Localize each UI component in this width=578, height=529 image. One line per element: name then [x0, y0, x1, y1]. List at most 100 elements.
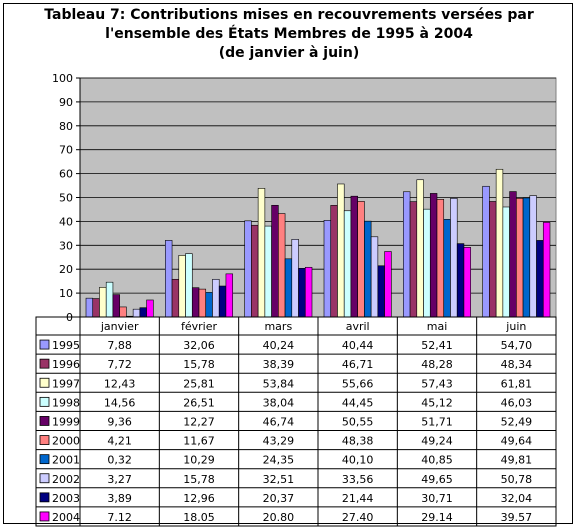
data-label-2004-mars: 20.80 [263, 511, 295, 524]
data-label-1999-mars: 46,74 [263, 415, 295, 428]
legend-swatch-2004 [39, 511, 50, 522]
bar-2003-janvier [139, 307, 147, 318]
legend-label-1999: 1999 [52, 415, 80, 428]
chart-title: Tableau 7: Contributions mises en recouv… [0, 6, 578, 63]
data-label-1999-juin: 52,49 [501, 415, 533, 428]
y-tick-label: 90 [59, 96, 73, 109]
bar-1998-janvier [105, 281, 114, 318]
bar-1997-février [178, 255, 186, 318]
data-label-2002-janvier: 3,27 [107, 473, 132, 486]
legend-label-2003: 2003 [52, 492, 80, 505]
bar-2001-avril [364, 220, 372, 318]
bar-1997-janvier [99, 286, 107, 318]
data-label-2000-juin: 49,64 [501, 435, 533, 448]
legend-label-1995: 1995 [52, 339, 80, 352]
y-tick-label: 20 [59, 263, 73, 276]
bar-1997-mars [257, 188, 266, 318]
bar-1995-mars [244, 220, 252, 318]
legend-label-1997: 1997 [52, 377, 80, 390]
bar-2004-février [225, 273, 233, 318]
legend-label-2002: 2002 [52, 473, 80, 486]
bar-2002-janvier [132, 308, 141, 318]
legend-swatch-2002 [39, 473, 50, 484]
data-label-1997-février: 25,81 [183, 377, 215, 390]
data-label-1995-mars: 40,24 [263, 339, 295, 352]
legend-swatch-1995 [39, 339, 50, 350]
data-label-1996-mars: 38,39 [263, 358, 295, 371]
y-tick-label: 100 [52, 72, 73, 85]
chart-title-line-2: l'ensemble des États Membres de 1995 à 2… [105, 26, 473, 42]
data-label-1996-mai: 48,28 [421, 358, 453, 371]
bar-2002-mars [291, 239, 299, 318]
bar-2001-mars [284, 258, 293, 318]
data-label-2004-juin: 39.57 [501, 511, 533, 524]
data-label-2001-mars: 24,35 [263, 454, 295, 467]
legend-swatch-1999 [39, 416, 50, 426]
data-label-2004-février: 18.05 [183, 511, 215, 524]
data-label-1999-février: 12,27 [183, 415, 215, 428]
data-label-2003-juin: 32,04 [501, 492, 533, 505]
data-label-2003-février: 12,96 [183, 492, 215, 505]
data-label-1996-avril: 46,71 [342, 358, 374, 371]
chart-title-line-3: (de janvier à juin) [218, 45, 360, 61]
data-label-1998-juin: 46,03 [501, 396, 533, 409]
data-label-1998-mai: 45,12 [421, 396, 453, 409]
bar-2002-février [212, 278, 220, 318]
legend-swatch-1997 [39, 377, 50, 388]
bar-2000-juin [516, 198, 524, 318]
legend-swatch-2003 [39, 492, 50, 503]
data-label-2002-mai: 49,65 [421, 473, 453, 486]
bar-1997-mai [416, 179, 424, 318]
bar-1996-février [171, 278, 180, 318]
bar-1996-juin [489, 201, 497, 318]
data-label-1995-février: 32,06 [183, 339, 215, 352]
y-tick-label: 70 [59, 144, 73, 157]
chart-title-line-1: Tableau 7: Contributions mises en recouv… [44, 7, 534, 23]
data-label-2002-février: 15,78 [183, 473, 215, 486]
data-label-1996-janvier: 7,72 [107, 358, 132, 371]
data-label-1995-janvier: 7,88 [107, 339, 132, 352]
bar-1996-mai [409, 201, 418, 318]
bar-1995-juin [482, 185, 490, 318]
bar-2004-avril [384, 251, 392, 318]
bar-2001-mai [443, 219, 451, 318]
bar-2002-juin [529, 195, 537, 318]
data-label-1997-janvier: 12,43 [104, 377, 136, 390]
data-label-2004-avril: 27.40 [342, 511, 374, 524]
bar-2003-mars [298, 268, 306, 318]
data-label-1999-mai: 51,71 [421, 415, 453, 428]
data-label-1995-juin: 54,70 [501, 339, 533, 352]
data-label-2001-avril: 40,10 [342, 454, 374, 467]
bar-2000-janvier [119, 306, 127, 318]
bar-1996-mars [251, 224, 259, 318]
data-label-2000-février: 11,67 [183, 435, 215, 448]
legend-label-1996: 1996 [52, 358, 80, 371]
data-label-2003-mai: 30,71 [421, 492, 453, 505]
bar-1995-avril [323, 220, 332, 318]
legend-swatch-2001 [39, 454, 50, 465]
bar-2002-avril [370, 236, 379, 318]
bar-2004-mars [304, 266, 313, 318]
bar-2003-mai [456, 243, 465, 318]
category-label: février [181, 320, 217, 333]
bar-1997-juin [495, 168, 504, 318]
data-label-2003-janvier: 3,89 [107, 492, 132, 505]
legend-label-1998: 1998 [52, 396, 80, 409]
bar-2003-février [218, 285, 227, 318]
data-label-2000-mars: 43,29 [263, 435, 295, 448]
data-label-1997-mars: 53,84 [263, 377, 295, 390]
data-label-2001-janvier: 0,32 [107, 454, 132, 467]
legend-label-2004: 2004 [52, 511, 80, 524]
bar-1999-juin [509, 191, 517, 318]
bar-1997-avril [337, 183, 345, 318]
legend-swatch-1998 [39, 396, 50, 407]
data-label-1998-avril: 44,45 [342, 396, 374, 409]
bar-1995-février [165, 240, 173, 318]
data-label-1995-mai: 52,41 [421, 339, 453, 352]
bar-1998-mai [423, 208, 431, 318]
bar-2003-avril [377, 265, 385, 318]
bar-2000-mai [436, 199, 445, 318]
legend-label-2000: 2000 [52, 435, 80, 448]
bar-2001-février [205, 292, 213, 318]
y-tick-label: 40 [59, 215, 73, 228]
